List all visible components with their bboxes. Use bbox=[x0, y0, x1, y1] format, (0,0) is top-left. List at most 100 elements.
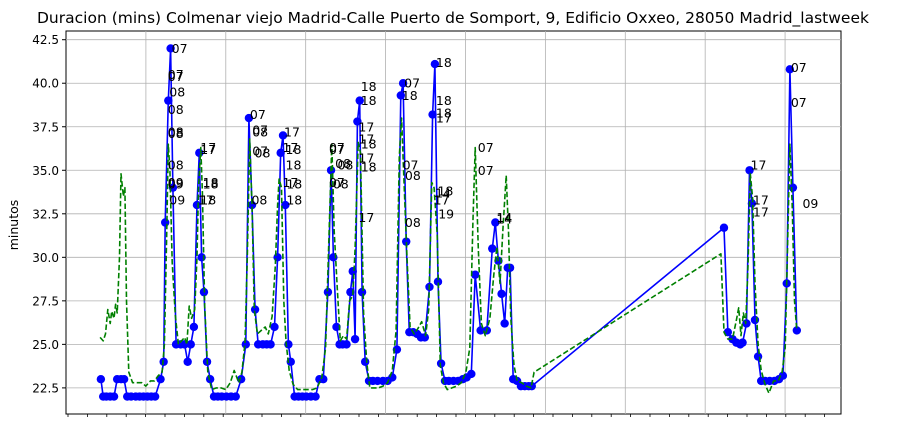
point-annotation: 17 bbox=[436, 111, 452, 126]
data-point bbox=[785, 65, 795, 74]
data-point bbox=[186, 340, 195, 349]
point-annotation: 08 bbox=[168, 126, 184, 141]
y-tick-label: 32.5 bbox=[32, 207, 59, 221]
point-annotation: 09 bbox=[168, 177, 184, 192]
data-point bbox=[342, 340, 351, 349]
y-tick-label: 30.0 bbox=[32, 251, 59, 265]
point-annotation: 17 bbox=[200, 142, 216, 157]
data-point bbox=[273, 253, 282, 262]
data-point bbox=[750, 315, 760, 325]
data-point bbox=[244, 113, 254, 123]
data-point bbox=[738, 338, 747, 347]
point-annotation: 17 bbox=[284, 124, 300, 139]
point-annotation: 08 bbox=[255, 145, 271, 160]
point-annotation: 18 bbox=[286, 142, 302, 157]
data-point bbox=[189, 322, 199, 332]
point-annotation: 18 bbox=[361, 79, 377, 94]
point-annotation: 17 bbox=[434, 192, 450, 207]
data-point bbox=[778, 371, 788, 380]
point-annotation: 08 bbox=[168, 102, 184, 117]
point-annotation: 08 bbox=[168, 158, 184, 173]
data-point bbox=[436, 359, 446, 368]
plot-area bbox=[65, 30, 842, 415]
data-point bbox=[164, 96, 173, 105]
y-tick-label: 35.0 bbox=[32, 164, 59, 178]
point-annotation: 07 bbox=[168, 67, 184, 82]
point-annotation: 14 bbox=[496, 212, 512, 227]
data-point bbox=[241, 340, 250, 349]
data-point bbox=[402, 237, 411, 246]
data-point bbox=[350, 334, 360, 344]
data-point bbox=[788, 183, 798, 192]
point-annotation: 07 bbox=[404, 76, 420, 91]
point-annotation: 08 bbox=[168, 124, 184, 139]
point-annotation: 18 bbox=[361, 137, 377, 152]
point-annotation: 17 bbox=[282, 140, 298, 155]
point-annotation: 17 bbox=[282, 175, 298, 190]
data-point bbox=[471, 270, 480, 279]
data-point bbox=[488, 244, 497, 253]
data-point bbox=[166, 44, 175, 53]
point-annotation: 18 bbox=[436, 105, 452, 120]
point-annotation: 08 bbox=[405, 215, 421, 230]
data-point bbox=[420, 333, 430, 342]
data-point bbox=[183, 357, 192, 366]
point-annotation: 17 bbox=[358, 151, 374, 166]
point-annotation: 07 bbox=[403, 158, 419, 173]
point-annotation: 18 bbox=[203, 175, 219, 190]
y-tick-label: 22.5 bbox=[32, 381, 59, 395]
data-point bbox=[109, 392, 119, 401]
data-point bbox=[156, 374, 165, 384]
point-annotation: 09 bbox=[802, 196, 818, 211]
data-point bbox=[360, 357, 370, 366]
point-annotation: 17 bbox=[200, 140, 216, 155]
data-point bbox=[348, 267, 357, 276]
point-annotation: 07 bbox=[250, 107, 266, 122]
data-point bbox=[497, 289, 506, 299]
point-annotation: 09 bbox=[169, 192, 185, 207]
point-annotation: 17 bbox=[358, 210, 374, 225]
y-tick-label: 25.0 bbox=[32, 338, 59, 352]
y-tick-label: 40.0 bbox=[32, 77, 59, 91]
data-point bbox=[332, 322, 341, 332]
data-point bbox=[719, 223, 729, 232]
data-point bbox=[311, 392, 320, 401]
point-annotation: 08 bbox=[252, 124, 268, 139]
data-point bbox=[281, 200, 290, 210]
point-annotation: 18 bbox=[286, 177, 302, 192]
y-tick-label: 37.5 bbox=[32, 120, 59, 134]
data-point bbox=[353, 117, 362, 126]
point-annotation: 08 bbox=[169, 84, 185, 99]
point-annotation: 14 bbox=[496, 210, 512, 225]
point-annotation: 14 bbox=[435, 185, 451, 200]
point-annotation: 18 bbox=[361, 159, 377, 174]
point-annotation: 18 bbox=[437, 184, 453, 199]
point-annotation: 07 bbox=[478, 163, 494, 178]
data-point bbox=[753, 352, 763, 361]
point-annotation: 08 bbox=[405, 168, 421, 183]
data-point bbox=[745, 166, 754, 175]
data-point bbox=[396, 91, 405, 100]
data-point bbox=[467, 369, 476, 379]
data-point bbox=[278, 131, 288, 140]
point-annotation: 07 bbox=[172, 41, 188, 56]
data-point bbox=[430, 59, 440, 69]
point-annotation: 18 bbox=[203, 177, 219, 192]
y-tick-label: 27.5 bbox=[32, 294, 59, 308]
data-point bbox=[231, 392, 240, 401]
point-annotation: 17 bbox=[358, 119, 374, 134]
y-tick-label: 42.5 bbox=[32, 33, 59, 47]
point-annotation: 07 bbox=[791, 95, 807, 110]
data-point bbox=[428, 110, 437, 119]
data-point bbox=[192, 200, 202, 210]
point-annotation: 07 bbox=[252, 144, 268, 159]
point-annotation: 17 bbox=[753, 205, 769, 220]
data-point bbox=[476, 326, 485, 335]
point-annotation: 07 bbox=[252, 123, 268, 138]
point-annotation: 17 bbox=[751, 158, 767, 173]
point-annotation: 17 bbox=[753, 192, 769, 207]
point-annotation: 18 bbox=[402, 88, 418, 103]
point-annotation: 07 bbox=[329, 140, 345, 155]
data-point bbox=[119, 374, 129, 384]
point-annotation: 19 bbox=[438, 206, 454, 221]
